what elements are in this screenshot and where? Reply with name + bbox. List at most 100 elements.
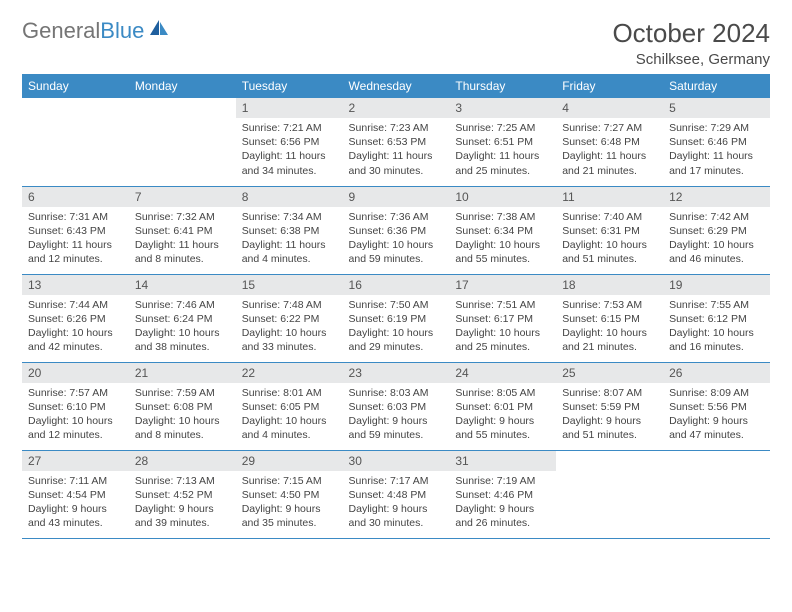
day-body: Sunrise: 7:17 AMSunset: 4:48 PMDaylight:…	[343, 471, 450, 534]
calendar-cell-empty	[663, 450, 770, 538]
calendar-cell: 3Sunrise: 7:25 AMSunset: 6:51 PMDaylight…	[449, 98, 556, 186]
calendar-row: 27Sunrise: 7:11 AMSunset: 4:54 PMDayligh…	[22, 450, 770, 538]
logo-text-blue: Blue	[100, 18, 144, 44]
day-body: Sunrise: 8:05 AMSunset: 6:01 PMDaylight:…	[449, 383, 556, 446]
calendar-cell: 24Sunrise: 8:05 AMSunset: 6:01 PMDayligh…	[449, 362, 556, 450]
day-number: 24	[449, 363, 556, 383]
day-number: 21	[129, 363, 236, 383]
day-body: Sunrise: 7:15 AMSunset: 4:50 PMDaylight:…	[236, 471, 343, 534]
logo: GeneralBlue	[22, 18, 170, 44]
day-body: Sunrise: 7:32 AMSunset: 6:41 PMDaylight:…	[129, 207, 236, 270]
calendar-cell: 18Sunrise: 7:53 AMSunset: 6:15 PMDayligh…	[556, 274, 663, 362]
day-number: 10	[449, 187, 556, 207]
calendar-cell-empty	[556, 450, 663, 538]
day-body: Sunrise: 7:34 AMSunset: 6:38 PMDaylight:…	[236, 207, 343, 270]
calendar-cell: 7Sunrise: 7:32 AMSunset: 6:41 PMDaylight…	[129, 186, 236, 274]
calendar-cell-empty	[22, 98, 129, 186]
calendar-cell: 21Sunrise: 7:59 AMSunset: 6:08 PMDayligh…	[129, 362, 236, 450]
day-number: 31	[449, 451, 556, 471]
day-number: 2	[343, 98, 450, 118]
day-number: 9	[343, 187, 450, 207]
day-body: Sunrise: 7:50 AMSunset: 6:19 PMDaylight:…	[343, 295, 450, 358]
day-body: Sunrise: 7:59 AMSunset: 6:08 PMDaylight:…	[129, 383, 236, 446]
day-body: Sunrise: 7:51 AMSunset: 6:17 PMDaylight:…	[449, 295, 556, 358]
calendar-row: 13Sunrise: 7:44 AMSunset: 6:26 PMDayligh…	[22, 274, 770, 362]
day-number: 1	[236, 98, 343, 118]
day-body: Sunrise: 7:21 AMSunset: 6:56 PMDaylight:…	[236, 118, 343, 181]
calendar-cell: 20Sunrise: 7:57 AMSunset: 6:10 PMDayligh…	[22, 362, 129, 450]
calendar-cell: 17Sunrise: 7:51 AMSunset: 6:17 PMDayligh…	[449, 274, 556, 362]
day-body: Sunrise: 7:42 AMSunset: 6:29 PMDaylight:…	[663, 207, 770, 270]
weekday-header: Tuesday	[236, 74, 343, 98]
sail-icon	[148, 18, 170, 44]
calendar-cell: 22Sunrise: 8:01 AMSunset: 6:05 PMDayligh…	[236, 362, 343, 450]
calendar-cell: 25Sunrise: 8:07 AMSunset: 5:59 PMDayligh…	[556, 362, 663, 450]
day-number: 8	[236, 187, 343, 207]
calendar-cell-empty	[129, 98, 236, 186]
calendar-cell: 12Sunrise: 7:42 AMSunset: 6:29 PMDayligh…	[663, 186, 770, 274]
weekday-header: Friday	[556, 74, 663, 98]
day-body: Sunrise: 8:01 AMSunset: 6:05 PMDaylight:…	[236, 383, 343, 446]
calendar-cell: 19Sunrise: 7:55 AMSunset: 6:12 PMDayligh…	[663, 274, 770, 362]
day-body: Sunrise: 7:13 AMSunset: 4:52 PMDaylight:…	[129, 471, 236, 534]
calendar-cell: 13Sunrise: 7:44 AMSunset: 6:26 PMDayligh…	[22, 274, 129, 362]
day-number: 28	[129, 451, 236, 471]
day-body: Sunrise: 7:55 AMSunset: 6:12 PMDaylight:…	[663, 295, 770, 358]
day-body: Sunrise: 7:38 AMSunset: 6:34 PMDaylight:…	[449, 207, 556, 270]
day-body: Sunrise: 7:31 AMSunset: 6:43 PMDaylight:…	[22, 207, 129, 270]
title-block: October 2024 Schilksee, Germany	[612, 18, 770, 68]
day-number: 13	[22, 275, 129, 295]
day-number: 14	[129, 275, 236, 295]
day-body: Sunrise: 7:25 AMSunset: 6:51 PMDaylight:…	[449, 118, 556, 181]
day-number: 18	[556, 275, 663, 295]
day-number: 23	[343, 363, 450, 383]
weekday-header: Wednesday	[343, 74, 450, 98]
day-body: Sunrise: 7:48 AMSunset: 6:22 PMDaylight:…	[236, 295, 343, 358]
month-title: October 2024	[612, 18, 770, 49]
location: Schilksee, Germany	[612, 51, 770, 68]
weekday-header-row: SundayMondayTuesdayWednesdayThursdayFrid…	[22, 74, 770, 98]
day-body: Sunrise: 7:46 AMSunset: 6:24 PMDaylight:…	[129, 295, 236, 358]
calendar-cell: 16Sunrise: 7:50 AMSunset: 6:19 PMDayligh…	[343, 274, 450, 362]
calendar-cell: 27Sunrise: 7:11 AMSunset: 4:54 PMDayligh…	[22, 450, 129, 538]
day-number: 4	[556, 98, 663, 118]
day-number: 12	[663, 187, 770, 207]
day-body: Sunrise: 7:23 AMSunset: 6:53 PMDaylight:…	[343, 118, 450, 181]
day-number: 27	[22, 451, 129, 471]
day-number: 19	[663, 275, 770, 295]
day-number: 29	[236, 451, 343, 471]
day-body: Sunrise: 8:03 AMSunset: 6:03 PMDaylight:…	[343, 383, 450, 446]
calendar-cell: 14Sunrise: 7:46 AMSunset: 6:24 PMDayligh…	[129, 274, 236, 362]
calendar-cell: 1Sunrise: 7:21 AMSunset: 6:56 PMDaylight…	[236, 98, 343, 186]
day-number: 20	[22, 363, 129, 383]
day-number: 15	[236, 275, 343, 295]
day-body: Sunrise: 7:19 AMSunset: 4:46 PMDaylight:…	[449, 471, 556, 534]
day-number: 16	[343, 275, 450, 295]
calendar-cell: 15Sunrise: 7:48 AMSunset: 6:22 PMDayligh…	[236, 274, 343, 362]
day-body: Sunrise: 7:44 AMSunset: 6:26 PMDaylight:…	[22, 295, 129, 358]
calendar-cell: 23Sunrise: 8:03 AMSunset: 6:03 PMDayligh…	[343, 362, 450, 450]
day-number: 6	[22, 187, 129, 207]
day-body: Sunrise: 7:36 AMSunset: 6:36 PMDaylight:…	[343, 207, 450, 270]
calendar-table: SundayMondayTuesdayWednesdayThursdayFrid…	[22, 74, 770, 539]
logo-text-gray: General	[22, 18, 100, 44]
day-body: Sunrise: 8:09 AMSunset: 5:56 PMDaylight:…	[663, 383, 770, 446]
calendar-body: 1Sunrise: 7:21 AMSunset: 6:56 PMDaylight…	[22, 98, 770, 538]
calendar-cell: 30Sunrise: 7:17 AMSunset: 4:48 PMDayligh…	[343, 450, 450, 538]
day-number: 25	[556, 363, 663, 383]
day-number: 5	[663, 98, 770, 118]
day-number: 11	[556, 187, 663, 207]
calendar-cell: 4Sunrise: 7:27 AMSunset: 6:48 PMDaylight…	[556, 98, 663, 186]
day-body: Sunrise: 7:11 AMSunset: 4:54 PMDaylight:…	[22, 471, 129, 534]
weekday-header: Saturday	[663, 74, 770, 98]
day-body: Sunrise: 7:53 AMSunset: 6:15 PMDaylight:…	[556, 295, 663, 358]
day-body: Sunrise: 7:40 AMSunset: 6:31 PMDaylight:…	[556, 207, 663, 270]
day-body: Sunrise: 7:57 AMSunset: 6:10 PMDaylight:…	[22, 383, 129, 446]
calendar-cell: 10Sunrise: 7:38 AMSunset: 6:34 PMDayligh…	[449, 186, 556, 274]
calendar-cell: 8Sunrise: 7:34 AMSunset: 6:38 PMDaylight…	[236, 186, 343, 274]
calendar-cell: 6Sunrise: 7:31 AMSunset: 6:43 PMDaylight…	[22, 186, 129, 274]
calendar-cell: 31Sunrise: 7:19 AMSunset: 4:46 PMDayligh…	[449, 450, 556, 538]
day-body: Sunrise: 7:27 AMSunset: 6:48 PMDaylight:…	[556, 118, 663, 181]
weekday-header: Sunday	[22, 74, 129, 98]
calendar-cell: 28Sunrise: 7:13 AMSunset: 4:52 PMDayligh…	[129, 450, 236, 538]
